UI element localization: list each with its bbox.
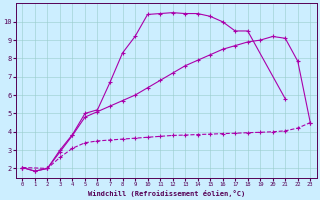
X-axis label: Windchill (Refroidissement éolien,°C): Windchill (Refroidissement éolien,°C) [88, 190, 245, 197]
